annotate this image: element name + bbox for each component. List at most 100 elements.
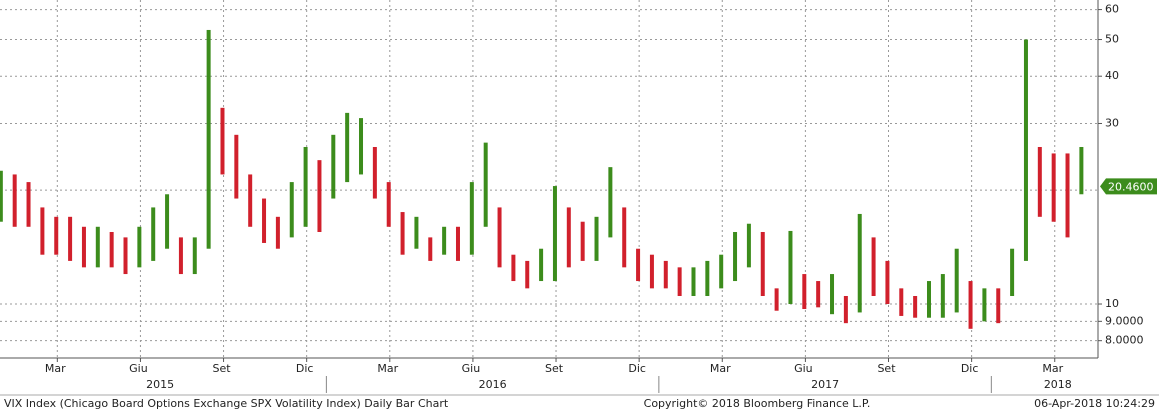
footer-right: 06-Apr-2018 10:24:29 <box>1034 397 1155 410</box>
range-bar <box>469 182 474 255</box>
range-bar <box>525 260 530 289</box>
range-bar <box>317 160 322 232</box>
range-bar <box>871 237 876 296</box>
range-bar <box>0 170 3 222</box>
range-bar <box>830 274 835 315</box>
range-bar <box>996 288 1001 324</box>
range-bar <box>109 231 114 268</box>
range-bar <box>1051 153 1056 222</box>
range-bar <box>774 288 779 311</box>
price-tag-label: 20.4600 <box>1108 180 1154 193</box>
range-bar <box>1023 39 1028 261</box>
range-bar <box>165 194 170 249</box>
range-bar <box>206 29 211 249</box>
x-tick-label: Giu <box>129 362 148 375</box>
range-bar <box>455 226 460 261</box>
range-bar <box>54 216 59 255</box>
range-bar <box>649 254 654 289</box>
y-tick-label: 40 <box>1105 69 1119 82</box>
range-bar <box>26 182 31 227</box>
range-bar <box>913 295 918 318</box>
range-bar <box>940 274 945 318</box>
range-bar <box>248 174 253 227</box>
x-tick-label: Dic <box>628 362 646 375</box>
range-bar <box>81 226 86 268</box>
range-bar <box>400 212 405 255</box>
range-bar <box>566 207 571 268</box>
range-bar <box>746 223 751 268</box>
range-bar <box>1065 153 1070 238</box>
range-bar <box>95 226 100 268</box>
range-bar <box>622 207 627 268</box>
y-tick-label: 8.0000 <box>1105 334 1144 347</box>
range-bar <box>552 186 557 282</box>
range-bar <box>234 134 239 199</box>
range-bar <box>123 237 128 275</box>
range-bar <box>816 281 821 308</box>
range-bar <box>289 182 294 238</box>
range-bar <box>137 226 142 268</box>
year-label: 2015 <box>146 378 174 391</box>
range-bar <box>428 237 433 261</box>
x-tick-label: Mar <box>45 362 66 375</box>
range-bar <box>857 213 862 313</box>
range-bar <box>733 231 738 282</box>
range-bar <box>1010 248 1015 296</box>
range-bar <box>192 237 197 275</box>
x-tick-label: Set <box>545 362 564 375</box>
range-bar <box>178 237 183 275</box>
range-bar <box>1079 146 1084 195</box>
range-bar <box>788 230 793 305</box>
year-label: 2017 <box>811 378 839 391</box>
range-bar <box>608 167 613 238</box>
range-bar <box>691 267 696 296</box>
x-tick-label: Giu <box>462 362 481 375</box>
y-tick-label: 30 <box>1105 116 1119 129</box>
x-tick-label: Mar <box>710 362 731 375</box>
range-bar <box>594 216 599 261</box>
range-bar <box>220 107 225 175</box>
x-tick-label: Dic <box>961 362 979 375</box>
range-bar <box>1037 146 1042 217</box>
range-bar <box>345 112 350 183</box>
range-bar <box>359 118 364 175</box>
x-tick-label: Dic <box>296 362 314 375</box>
range-bar <box>331 134 336 199</box>
range-bar <box>899 288 904 316</box>
y-tick-label: 9.0000 <box>1105 314 1144 327</box>
range-bar <box>760 231 765 296</box>
range-bar <box>926 281 931 318</box>
range-bar <box>68 216 73 261</box>
range-bar <box>12 174 17 227</box>
range-bar <box>982 288 987 322</box>
footer-left: VIX Index (Chicago Board Options Exchang… <box>4 397 449 410</box>
range-bar <box>442 226 447 255</box>
range-bar <box>303 146 308 227</box>
range-bar <box>885 260 890 305</box>
range-bar <box>954 248 959 313</box>
year-label: 2016 <box>479 378 507 391</box>
range-bar <box>802 274 807 310</box>
y-tick-label: 10 <box>1105 297 1119 310</box>
range-bar <box>580 221 585 261</box>
range-bar <box>372 146 377 199</box>
price-tag <box>1100 178 1157 195</box>
year-label: 2018 <box>1044 378 1072 391</box>
range-bar <box>40 207 45 255</box>
range-bar <box>151 207 156 261</box>
range-bar <box>414 216 419 249</box>
x-tick-label: Mar <box>377 362 398 375</box>
range-bar <box>636 248 641 282</box>
range-bar <box>511 254 516 282</box>
x-tick-label: Giu <box>794 362 813 375</box>
range-bar <box>719 254 724 289</box>
x-tick-label: Mar <box>1042 362 1063 375</box>
y-tick-label: 60 <box>1105 3 1119 16</box>
range-bar <box>262 198 267 243</box>
y-tick-label: 50 <box>1105 33 1119 46</box>
range-bar <box>677 267 682 296</box>
range-bar <box>705 260 710 296</box>
range-bar <box>663 260 668 289</box>
